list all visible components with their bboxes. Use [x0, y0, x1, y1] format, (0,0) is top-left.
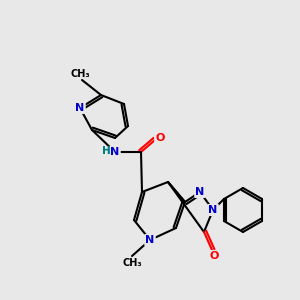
Text: N: N — [75, 103, 85, 113]
Text: H: H — [102, 146, 110, 156]
Text: H: H — [102, 146, 110, 156]
Text: O: O — [155, 133, 165, 143]
Text: N: N — [208, 205, 217, 215]
Text: N: N — [208, 205, 217, 215]
Text: O: O — [209, 251, 219, 261]
Text: N: N — [208, 205, 217, 215]
Text: N: N — [146, 235, 154, 245]
Text: CH₃: CH₃ — [122, 258, 142, 268]
Text: N: N — [195, 187, 205, 197]
Text: CH₃: CH₃ — [70, 69, 90, 79]
Text: N: N — [110, 147, 120, 157]
Text: N: N — [75, 103, 85, 113]
Text: N: N — [195, 187, 205, 197]
Text: N: N — [110, 147, 120, 157]
Text: N: N — [146, 235, 154, 245]
Text: O: O — [209, 251, 219, 261]
Text: O: O — [155, 133, 165, 143]
